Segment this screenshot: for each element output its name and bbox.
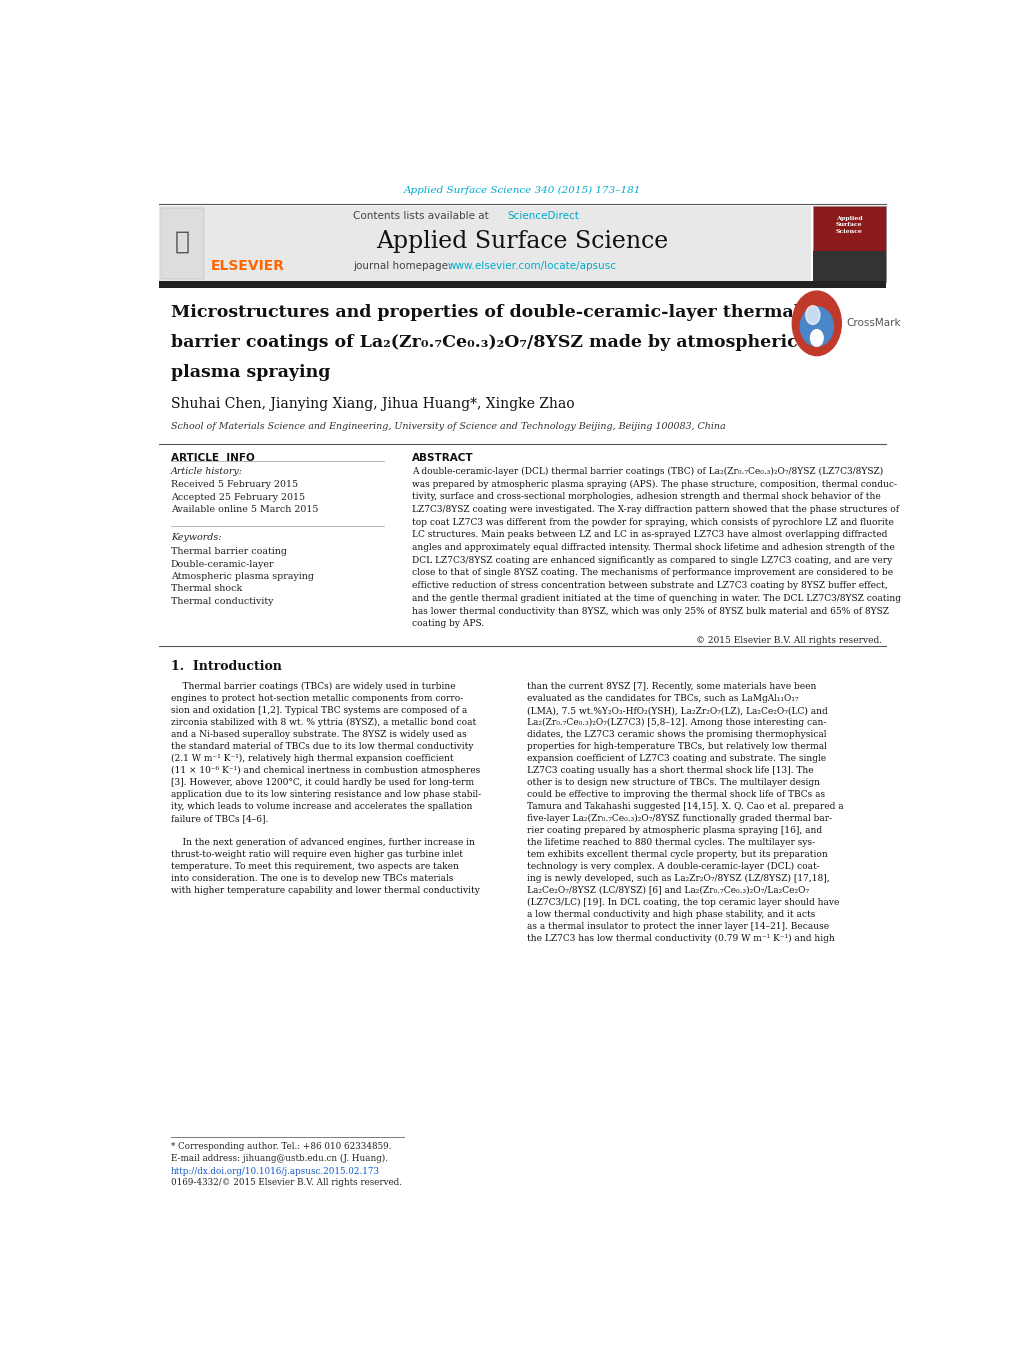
Text: LZ7C3 coating usually has a short thermal shock life [13]. The: LZ7C3 coating usually has a short therma… [526,766,812,775]
Text: temperature. To meet this requirement, two aspects are taken: temperature. To meet this requirement, t… [171,862,459,870]
Text: angles and approximately equal diffracted intensity. Thermal shock lifetime and : angles and approximately equal diffracte… [412,543,894,553]
Text: LC structures. Main peaks between LZ and LC in as-sprayed LZ7C3 have almost over: LC structures. Main peaks between LZ and… [412,531,887,539]
FancyBboxPatch shape [159,205,810,282]
Text: expansion coefficient of LZ7C3 coating and substrate. The single: expansion coefficient of LZ7C3 coating a… [526,754,825,763]
Text: Thermal conductivity: Thermal conductivity [171,597,273,607]
Text: Accepted 25 February 2015: Accepted 25 February 2015 [171,493,305,503]
Text: thrust-to-weight ratio will require even higher gas turbine inlet: thrust-to-weight ratio will require even… [171,850,463,859]
Text: www.elsevier.com/locate/apsusc: www.elsevier.com/locate/apsusc [447,261,616,272]
Text: [3]. However, above 1200°C, it could hardly be used for long-term: [3]. However, above 1200°C, it could har… [171,778,474,788]
Text: has lower thermal conductivity than 8YSZ, which was only 25% of 8YSZ bulk materi: has lower thermal conductivity than 8YSZ… [412,607,889,616]
Text: Keywords:: Keywords: [171,534,221,543]
Text: (LMA), 7.5 wt.%Y₂O₃-HfO₂(YSH), La₂Zr₂O₇(LZ), La₂Ce₂O₇(LC) and: (LMA), 7.5 wt.%Y₂O₃-HfO₂(YSH), La₂Zr₂O₇(… [526,707,826,715]
Text: rier coating prepared by atmospheric plasma spraying [16], and: rier coating prepared by atmospheric pla… [526,825,821,835]
Text: ity, which leads to volume increase and accelerates the spallation: ity, which leads to volume increase and … [171,802,472,811]
Text: ARTICLE  INFO: ARTICLE INFO [171,454,255,463]
FancyBboxPatch shape [812,205,886,282]
Text: into consideration. The one is to develop new TBCs materials: into consideration. The one is to develo… [171,874,452,882]
Text: failure of TBCs [4–6].: failure of TBCs [4–6]. [171,813,268,823]
Text: evaluated as the candidates for TBCs, such as LaMgAl₁₁O₁₇: evaluated as the candidates for TBCs, su… [526,694,798,704]
FancyBboxPatch shape [159,281,886,288]
Text: Thermal barrier coating: Thermal barrier coating [171,547,286,557]
Circle shape [810,330,822,346]
Text: LZ7C3/8YSZ coating were investigated. The X-ray diffraction pattern showed that : LZ7C3/8YSZ coating were investigated. Th… [412,505,898,513]
Text: Received 5 February 2015: Received 5 February 2015 [171,481,298,489]
Text: (11 × 10⁻⁶ K⁻¹) and chemical inertness in combustion atmospheres: (11 × 10⁻⁶ K⁻¹) and chemical inertness i… [171,766,480,775]
Circle shape [805,305,819,324]
Text: zirconia stabilized with 8 wt. % yttria (8YSZ), a metallic bond coat: zirconia stabilized with 8 wt. % yttria … [171,719,476,727]
Text: Tamura and Takahashi suggested [14,15]. X. Q. Cao et al. prepared a: Tamura and Takahashi suggested [14,15]. … [526,802,843,811]
Text: A double-ceramic-layer (DCL) thermal barrier coatings (TBC) of La₂(Zr₀.₇Ce₀.₃)₂O: A double-ceramic-layer (DCL) thermal bar… [412,467,882,476]
Text: CrossMark: CrossMark [846,319,901,328]
Text: (LZ7C3/LC) [19]. In DCL coating, the top ceramic layer should have: (LZ7C3/LC) [19]. In DCL coating, the top… [526,897,839,907]
Text: Atmospheric plasma spraying: Atmospheric plasma spraying [171,571,314,581]
Text: School of Materials Science and Engineering, University of Science and Technolog: School of Materials Science and Engineer… [171,422,725,431]
Text: Contents lists available at: Contents lists available at [353,211,491,222]
Text: In the next generation of advanced engines, further increase in: In the next generation of advanced engin… [171,838,475,847]
Text: engines to protect hot-section metallic components from corro-: engines to protect hot-section metallic … [171,694,463,704]
Text: 🌳: 🌳 [174,230,190,253]
Text: plasma spraying: plasma spraying [171,363,330,381]
Text: as a thermal insulator to protect the inner layer [14–21]. Because: as a thermal insulator to protect the in… [526,921,828,931]
Text: Double-ceramic-layer: Double-ceramic-layer [171,559,274,569]
Text: properties for high-temperature TBCs, but relatively low thermal: properties for high-temperature TBCs, bu… [526,742,825,751]
Text: than the current 8YSZ [7]. Recently, some materials have been: than the current 8YSZ [7]. Recently, som… [526,682,815,692]
Text: ELSEVIER: ELSEVIER [210,259,284,273]
Text: sion and oxidation [1,2]. Typical TBC systems are composed of a: sion and oxidation [1,2]. Typical TBC sy… [171,707,467,715]
Text: barrier coatings of La₂(Zr₀.₇Ce₀.₃)₂O₇/8YSZ made by atmospheric: barrier coatings of La₂(Zr₀.₇Ce₀.₃)₂O₇/8… [171,334,797,351]
Text: E-mail address: jihuang@ustb.edu.cn (J. Huang).: E-mail address: jihuang@ustb.edu.cn (J. … [171,1154,387,1163]
Ellipse shape [800,307,833,346]
Text: DCL LZ7C3/8YSZ coating are enhanced significantly as compared to single LZ7C3 co: DCL LZ7C3/8YSZ coating are enhanced sign… [412,555,892,565]
Text: journal homepage:: journal homepage: [353,261,454,272]
Text: Shuhai Chen, Jianying Xiang, Jihua Huang*, Xingke Zhao: Shuhai Chen, Jianying Xiang, Jihua Huang… [171,397,574,411]
Text: Article history:: Article history: [171,467,243,476]
Text: didates, the LZ7C3 ceramic shows the promising thermophysical: didates, the LZ7C3 ceramic shows the pro… [526,730,825,739]
Text: Applied
Surface
Science: Applied Surface Science [835,216,862,234]
Text: Applied Surface Science: Applied Surface Science [376,230,668,253]
Text: technology is very complex. A double-ceramic-layer (DCL) coat-: technology is very complex. A double-cer… [526,862,818,871]
Text: a low thermal conductivity and high phase stability, and it acts: a low thermal conductivity and high phas… [526,909,814,919]
Text: could be effective to improving the thermal shock life of TBCs as: could be effective to improving the ther… [526,790,824,798]
FancyBboxPatch shape [812,250,886,282]
Text: tem exhibits excellent thermal cycle property, but its preparation: tem exhibits excellent thermal cycle pro… [526,850,826,859]
Text: tivity, surface and cross-sectional morphologies, adhesion strength and thermal : tivity, surface and cross-sectional morp… [412,492,880,501]
Text: five-layer La₂(Zr₀.₇Ce₀.₃)₂O₇/8YSZ functionally graded thermal bar-: five-layer La₂(Zr₀.₇Ce₀.₃)₂O₇/8YSZ funct… [526,813,832,823]
Text: the lifetime reached to 880 thermal cycles. The multilayer sys-: the lifetime reached to 880 thermal cycl… [526,838,814,847]
Text: the standard material of TBCs due to its low thermal conductivity: the standard material of TBCs due to its… [171,742,473,751]
Text: Thermal barrier coatings (TBCs) are widely used in turbine: Thermal barrier coatings (TBCs) are wide… [171,682,455,692]
Text: http://dx.doi.org/10.1016/j.apsusc.2015.02.173: http://dx.doi.org/10.1016/j.apsusc.2015.… [171,1167,380,1175]
Text: top coat LZ7C3 was different from the powder for spraying, which consists of pyr: top coat LZ7C3 was different from the po… [412,517,893,527]
Text: application due to its low sintering resistance and low phase stabil-: application due to its low sintering res… [171,790,481,798]
Text: La₂(Zr₀.₇Ce₀.₃)₂O₇(LZ7C3) [5,8–12]. Among those interesting can-: La₂(Zr₀.₇Ce₀.₃)₂O₇(LZ7C3) [5,8–12]. Amon… [526,719,825,727]
Text: effictive reduction of stress concentration between substrate and LZ7C3 coating : effictive reduction of stress concentrat… [412,581,887,590]
Text: and a Ni-based superalloy substrate. The 8YSZ is widely used as: and a Ni-based superalloy substrate. The… [171,730,467,739]
Text: and the gentle thermal gradient initiated at the time of quenching in water. The: and the gentle thermal gradient initiate… [412,594,900,603]
Text: coating by APS.: coating by APS. [412,619,484,628]
Text: (2.1 W m⁻¹ K⁻¹), relatively high thermal expansion coefficient: (2.1 W m⁻¹ K⁻¹), relatively high thermal… [171,754,453,763]
Text: other is to design new structure of TBCs. The multilayer design: other is to design new structure of TBCs… [526,778,819,788]
Text: Microstructures and properties of double-ceramic-layer thermal: Microstructures and properties of double… [171,304,800,320]
Text: Applied Surface Science 340 (2015) 173–181: Applied Surface Science 340 (2015) 173–1… [404,186,641,195]
Text: ing is newly developed, such as La₂Zr₂O₇/8YSZ (LZ/8YSZ) [17,18],: ing is newly developed, such as La₂Zr₂O₇… [526,874,828,882]
Text: © 2015 Elsevier B.V. All rights reserved.: © 2015 Elsevier B.V. All rights reserved… [696,636,881,644]
Text: 0169-4332/© 2015 Elsevier B.V. All rights reserved.: 0169-4332/© 2015 Elsevier B.V. All right… [171,1178,401,1188]
Circle shape [792,290,841,355]
Text: Thermal shock: Thermal shock [171,585,242,593]
FancyBboxPatch shape [161,208,204,278]
Text: 1.  Introduction: 1. Introduction [171,661,281,673]
Text: ABSTRACT: ABSTRACT [412,454,473,463]
Text: ScienceDirect: ScienceDirect [507,211,579,222]
Text: was prepared by atmospheric plasma spraying (APS). The phase structure, composit: was prepared by atmospheric plasma spray… [412,480,896,489]
Text: close to that of single 8YSZ coating. The mechanisms of performance improvement : close to that of single 8YSZ coating. Th… [412,569,893,577]
Text: Available online 5 March 2015: Available online 5 March 2015 [171,505,318,515]
Text: with higher temperature capability and lower thermal conductivity: with higher temperature capability and l… [171,886,479,894]
Text: the LZ7C3 has low thermal conductivity (0.79 W m⁻¹ K⁻¹) and high: the LZ7C3 has low thermal conductivity (… [526,934,834,943]
Text: * Corresponding author. Tel.: +86 010 62334859.: * Corresponding author. Tel.: +86 010 62… [171,1142,391,1151]
Text: La₂Ce₂O₇/8YSZ (LC/8YSZ) [6] and La₂(Zr₀.₇Ce₀.₃)₂O₇/La₂Ce₂O₇: La₂Ce₂O₇/8YSZ (LC/8YSZ) [6] and La₂(Zr₀.… [526,886,808,894]
